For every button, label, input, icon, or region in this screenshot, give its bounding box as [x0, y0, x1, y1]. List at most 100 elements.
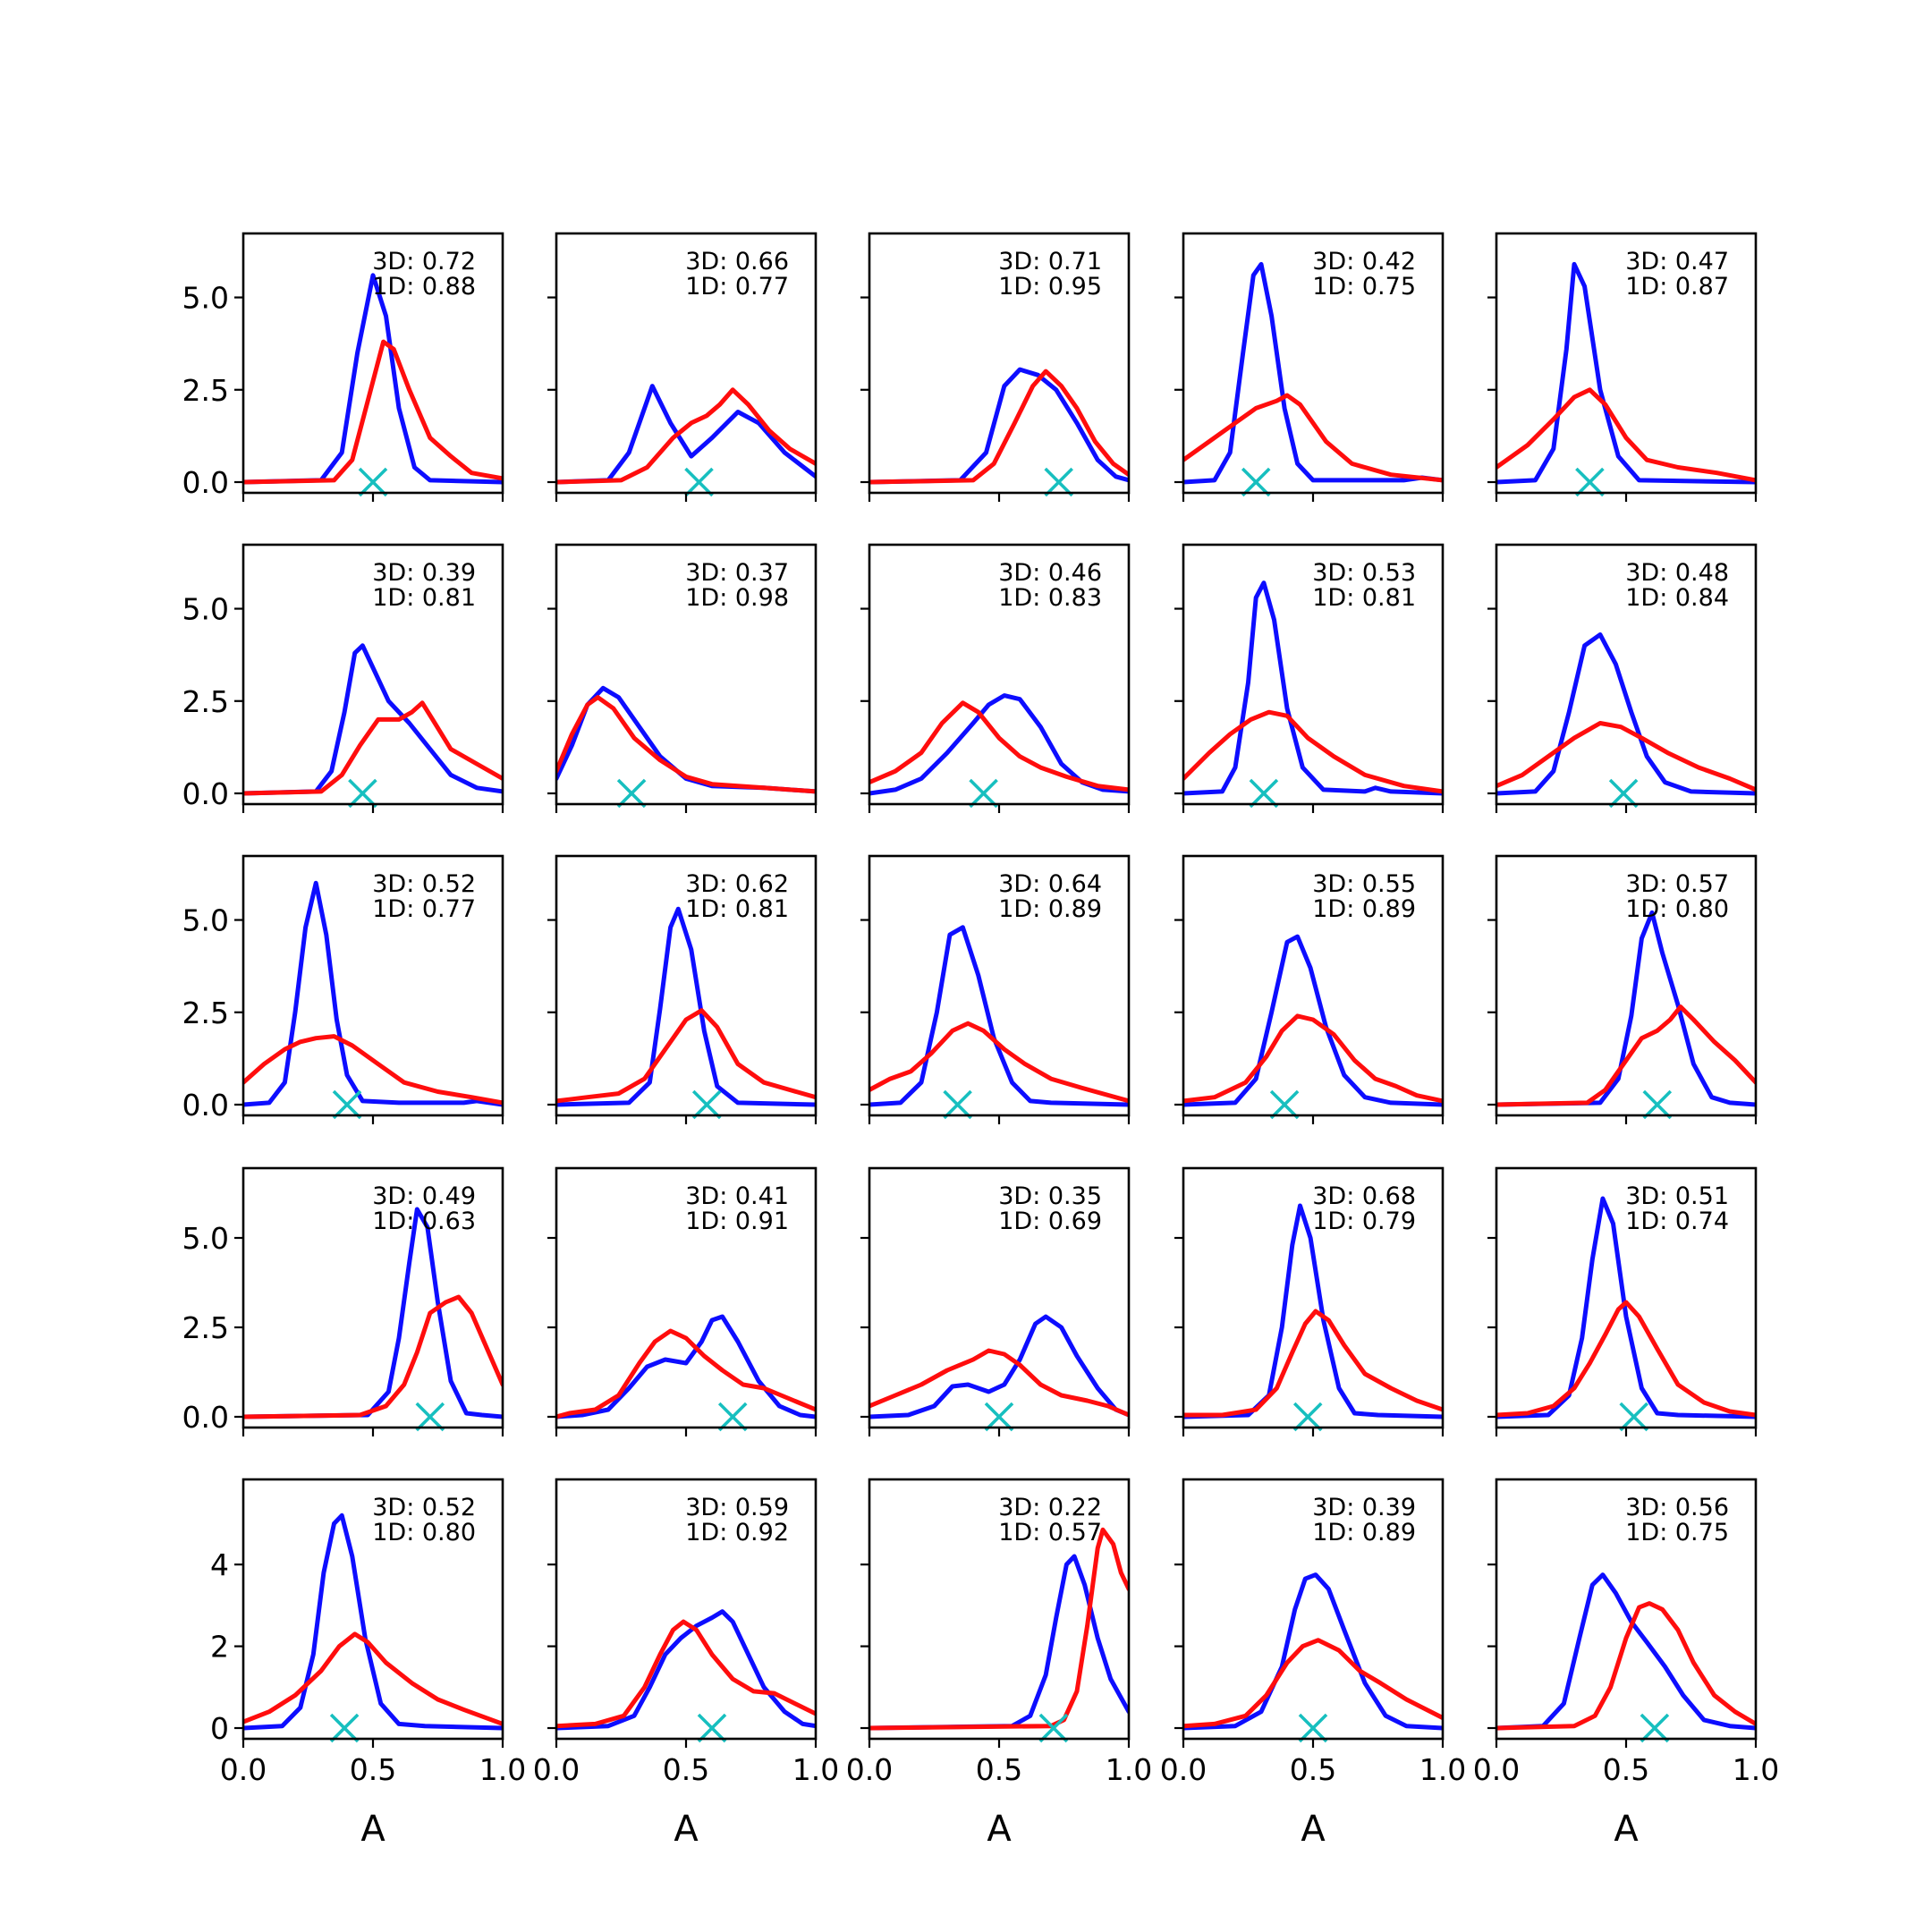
- marker-stroke: [616, 778, 647, 809]
- blue-curve: [1183, 1572, 1443, 1731]
- blue-curve: [1496, 1572, 1756, 1731]
- annotation-3d: 3D: 0.39: [1312, 1494, 1416, 1521]
- y-tick-label: 2: [210, 1630, 229, 1665]
- x-tick-label: 0.5: [663, 1752, 709, 1787]
- red-curve: [869, 1527, 1129, 1731]
- true-value-marker: [1642, 1089, 1673, 1120]
- red-curve: [556, 1619, 816, 1729]
- marker-stroke: [332, 1089, 362, 1120]
- annotation-3d: 3D: 0.55: [1312, 870, 1416, 898]
- plot-area: [1183, 580, 1443, 796]
- annotation-1d: 1D: 0.57: [998, 1519, 1102, 1546]
- true-value-marker: [1640, 1713, 1670, 1743]
- annotation-3d: 3D: 0.71: [998, 248, 1102, 275]
- y-tick-label: 2.5: [182, 996, 229, 1030]
- annotation-3d: 3D: 0.53: [1312, 559, 1416, 587]
- annotation-1d: 1D: 0.79: [1312, 1208, 1416, 1235]
- plot-area: [556, 1609, 816, 1731]
- plot-area: [243, 1513, 503, 1731]
- true-value-marker: [415, 1402, 445, 1432]
- blue-curve: [556, 1314, 816, 1419]
- y-tick-label: 0.0: [182, 1088, 229, 1123]
- annotation-1d: 1D: 0.80: [1625, 895, 1729, 923]
- red-curve: [243, 1294, 503, 1419]
- marker-stroke: [358, 467, 388, 497]
- plot-area: [243, 273, 503, 485]
- marker-stroke: [1608, 778, 1639, 809]
- blue-curve: [243, 1513, 503, 1731]
- red-curve: [869, 1348, 1129, 1418]
- red-curve: [243, 1034, 503, 1106]
- blue-curve: [1496, 632, 1756, 796]
- red-curve: [1183, 393, 1443, 483]
- marker-stroke: [691, 1089, 722, 1120]
- red-curve: [1183, 709, 1443, 794]
- annotation-1d: 1D: 0.75: [1312, 273, 1416, 301]
- true-value-marker: [1038, 1713, 1069, 1743]
- marker-stroke: [348, 778, 377, 809]
- true-value-marker: [1241, 467, 1271, 497]
- y-tick-label: 4: [210, 1547, 229, 1582]
- red-curve: [1183, 1638, 1443, 1729]
- y-tick-label: 2.5: [182, 1310, 229, 1345]
- true-value-marker: [1619, 1402, 1648, 1432]
- annotation-1d: 1D: 0.77: [372, 895, 476, 923]
- plot-area: [869, 693, 1129, 796]
- x-tick-label: 0.0: [533, 1752, 580, 1787]
- true-value-marker: [332, 1089, 362, 1120]
- annotation-1d: 1D: 0.63: [372, 1208, 476, 1235]
- marker-stroke: [329, 1713, 360, 1743]
- annotation-3d: 3D: 0.39: [372, 559, 476, 587]
- annotation-1d: 1D: 0.80: [372, 1519, 476, 1546]
- annotation-3d: 3D: 0.66: [685, 248, 789, 275]
- true-value-marker: [684, 467, 714, 497]
- red-curve: [1496, 1004, 1756, 1107]
- red-curve: [556, 695, 816, 794]
- annotation-1d: 1D: 0.88: [372, 273, 476, 301]
- blue-curve: [1183, 934, 1443, 1107]
- plot-area: [1183, 1203, 1443, 1419]
- annotation-1d: 1D: 0.95: [998, 273, 1102, 301]
- red-curve: [1496, 1300, 1756, 1418]
- annotation-1d: 1D: 0.83: [998, 584, 1102, 612]
- annotation-3d: 3D: 0.47: [1625, 248, 1729, 275]
- true-value-marker: [1608, 778, 1639, 809]
- blue-curve: [869, 367, 1129, 485]
- red-curve: [243, 700, 503, 796]
- plot-area: [1496, 1196, 1756, 1419]
- annotation-3d: 3D: 0.72: [372, 248, 476, 275]
- blue-curve: [1496, 910, 1756, 1107]
- marker-stroke: [1575, 467, 1605, 497]
- plot-area: [243, 1207, 503, 1419]
- red-curve: [556, 387, 816, 485]
- marker-stroke: [1642, 1089, 1673, 1120]
- marker-stroke: [697, 1713, 727, 1743]
- true-value-marker: [717, 1402, 748, 1432]
- plot-area: [869, 925, 1129, 1107]
- true-value-marker: [348, 778, 377, 809]
- x-axis-label: A: [1301, 1809, 1326, 1850]
- true-value-marker: [616, 778, 647, 809]
- blue-curve: [556, 906, 816, 1107]
- y-tick-label: 5.0: [182, 1221, 229, 1256]
- annotation-1d: 1D: 0.81: [685, 895, 789, 923]
- true-value-marker: [358, 467, 388, 497]
- y-tick-label: 2.5: [182, 373, 229, 408]
- annotation-1d: 1D: 0.92: [685, 1519, 789, 1546]
- y-tick-label: 5.0: [182, 592, 229, 627]
- red-curve: [556, 1328, 816, 1419]
- annotation-1d: 1D: 0.74: [1625, 1208, 1729, 1235]
- y-tick-label: 0.0: [182, 465, 229, 500]
- marker-stroke: [415, 1402, 445, 1432]
